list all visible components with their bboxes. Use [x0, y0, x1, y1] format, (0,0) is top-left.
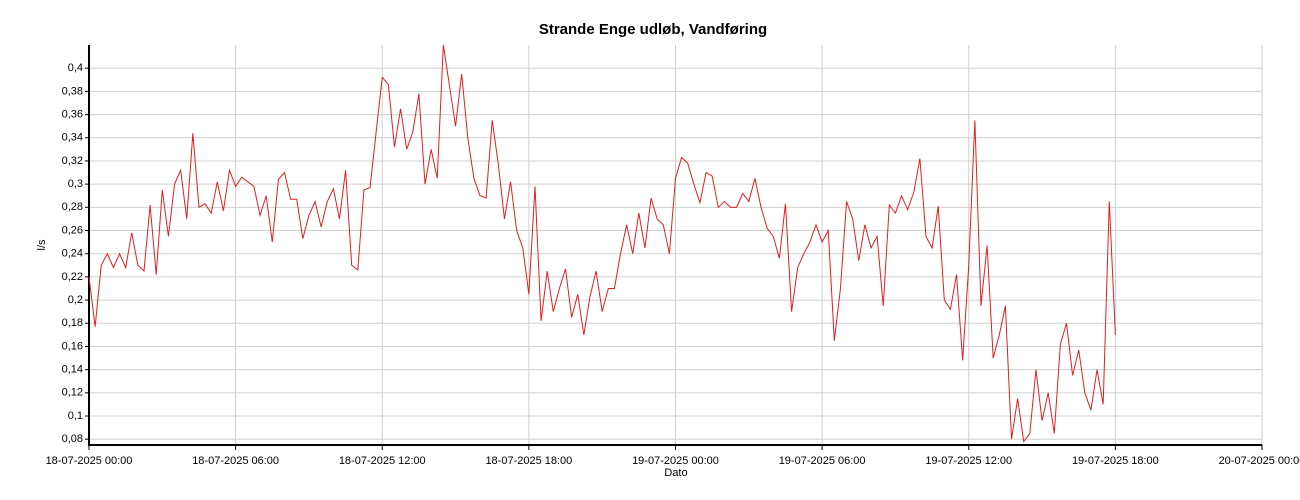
y-tick-label: 0,4 [68, 62, 83, 74]
y-tick-label: 0,28 [62, 201, 83, 213]
x-tick-label: 18-07-2025 06:00 [192, 455, 279, 467]
y-tick-label: 0,22 [62, 271, 83, 283]
x-tick-label: 18-07-2025 12:00 [339, 455, 426, 467]
x-tick-label: 19-07-2025 18:00 [1072, 455, 1159, 467]
x-tick-label: 18-07-2025 00:00 [46, 455, 133, 467]
data-line [88, 44, 1116, 443]
chart-title: Strande Enge udløb, Vandføring [539, 21, 767, 38]
y-tick-label: 0,26 [62, 224, 83, 236]
y-tick-label: 0,24 [62, 248, 83, 260]
y-tick-label: 0,38 [62, 85, 83, 97]
x-tick-label: 20-07-2025 00:00 [1219, 455, 1300, 467]
x-tick-label: 19-07-2025 12:00 [925, 455, 1012, 467]
y-tick-label: 0,08 [62, 433, 83, 445]
x-axis-label: Dato [664, 467, 687, 479]
x-tick-label: 19-07-2025 00:00 [632, 455, 719, 467]
y-tick-label: 0,3 [68, 178, 83, 190]
y-tick-label: 0,36 [62, 108, 83, 120]
x-tick-label: 19-07-2025 06:00 [779, 455, 866, 467]
y-tick-label: 0,14 [62, 364, 83, 376]
y-tick-label: 0,32 [62, 155, 83, 167]
y-tick-label: 0,1 [68, 410, 83, 422]
y-axis-label: l/s [36, 239, 48, 251]
y-tick-label: 0,18 [62, 317, 83, 329]
y-tick-label: 0,34 [62, 132, 83, 144]
x-tick-label: 18-07-2025 18:00 [485, 455, 572, 467]
y-tick-label: 0,12 [62, 387, 83, 399]
y-tick-label: 0,16 [62, 340, 83, 352]
y-tick-label: 0,2 [68, 294, 83, 306]
